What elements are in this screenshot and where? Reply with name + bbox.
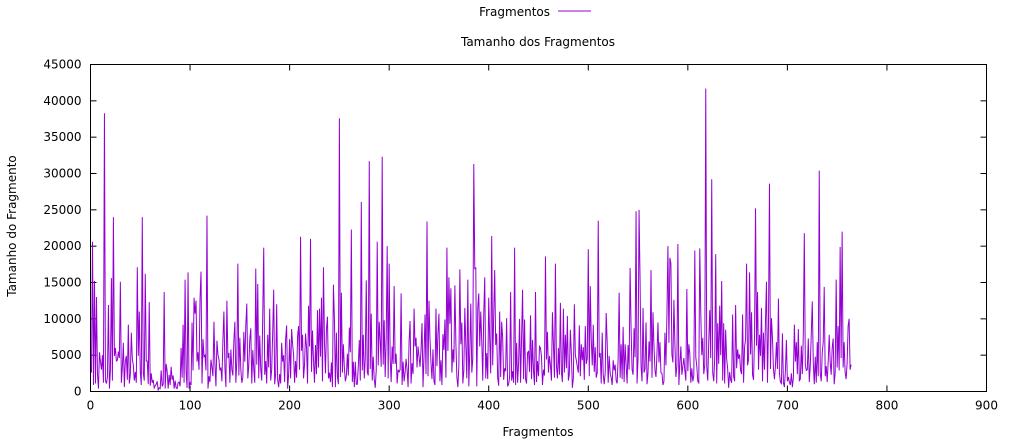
y-tick-label: 5000 [51,348,82,362]
x-tick-label: 700 [776,399,799,413]
x-tick-label: 400 [477,399,500,413]
y-tick-label: 45000 [43,58,81,72]
x-tick-label: 600 [676,399,699,413]
x-tick-label: 0 [87,399,95,413]
legend: Fragmentos [479,5,591,19]
y-axis-label: Tamanho do Fragmento [5,155,19,298]
legend-label: Fragmentos [479,5,550,19]
y-tick-label: 0 [74,385,82,399]
x-axis: 0 100 200 300 400 500 600 700 800 900 [87,64,998,413]
y-tick-label: 35000 [43,130,81,144]
plot-frame [90,64,987,392]
series-line-fragmentos [91,88,852,392]
chart-title: Tamanho dos Fragmentos [460,35,615,49]
y-tick-label: 40000 [43,94,81,108]
series-layer [91,88,852,392]
y-tick-label: 10000 [43,312,81,326]
x-tick-label: 300 [378,399,401,413]
x-tick-label: 800 [875,399,898,413]
x-tick-label: 900 [975,399,998,413]
y-tick-label: 20000 [43,239,81,253]
y-tick-label: 25000 [43,203,81,217]
x-tick-label: 500 [577,399,600,413]
y-tick-label: 15000 [43,276,81,290]
y-tick-label: 30000 [43,167,81,181]
y-axis: 0 5000 10000 15000 20000 25000 30000 35000 40000… [43,58,987,399]
x-tick-label: 100 [179,399,202,413]
x-tick-label: 200 [278,399,301,413]
x-axis-label: Fragmentos [503,425,574,439]
